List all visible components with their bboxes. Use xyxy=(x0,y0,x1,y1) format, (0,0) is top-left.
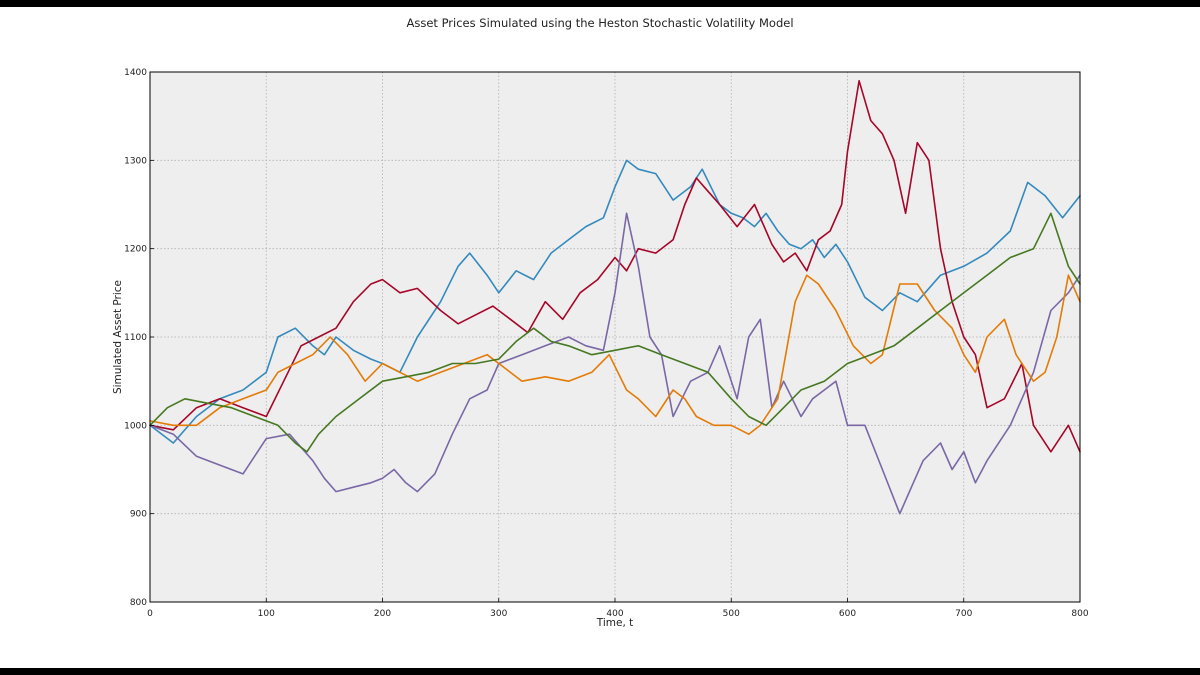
series-line-path-orange xyxy=(149,274,1081,436)
y-tick-label: 1200 xyxy=(124,245,147,255)
y-tick-label: 1100 xyxy=(124,333,147,343)
x-tick-label: 700 xyxy=(955,609,972,619)
x-tick-label: 300 xyxy=(490,609,507,619)
x-tick-label: 800 xyxy=(1071,609,1088,619)
x-tick-label: 0 xyxy=(147,609,153,619)
chart-title: Asset Prices Simulated using the Heston … xyxy=(406,16,793,30)
x-axis-label: Time, t xyxy=(596,617,634,629)
y-axis-label: Simulated Asset Price xyxy=(112,280,124,394)
y-tick-label: 1000 xyxy=(124,421,147,431)
x-tick-label: 500 xyxy=(723,609,740,619)
series-line-path-blue xyxy=(149,159,1081,444)
plot-area xyxy=(150,72,1080,602)
y-tick-label: 1300 xyxy=(124,156,147,166)
x-tick-label: 200 xyxy=(374,609,391,619)
series-group xyxy=(149,80,1081,515)
figure: Asset Prices Simulated using the Heston … xyxy=(0,7,1200,668)
x-tick-label: 400 xyxy=(606,609,623,619)
y-tick-label: 800 xyxy=(130,598,147,608)
ticks: 0 100 200 300 400 500 600 700 800 800 900 1000 1100 1… xyxy=(124,68,1089,619)
series-line-path-red xyxy=(149,80,1081,453)
x-tick-label: 600 xyxy=(839,609,856,619)
chart: Asset Prices Simulated using the Heston … xyxy=(112,16,1089,629)
series-line-path-green xyxy=(149,212,1081,453)
y-tick-label: 1400 xyxy=(124,68,147,78)
y-tick-label: 900 xyxy=(130,510,147,520)
series-line-path-purple xyxy=(149,212,1081,515)
x-tick-label: 100 xyxy=(258,609,275,619)
